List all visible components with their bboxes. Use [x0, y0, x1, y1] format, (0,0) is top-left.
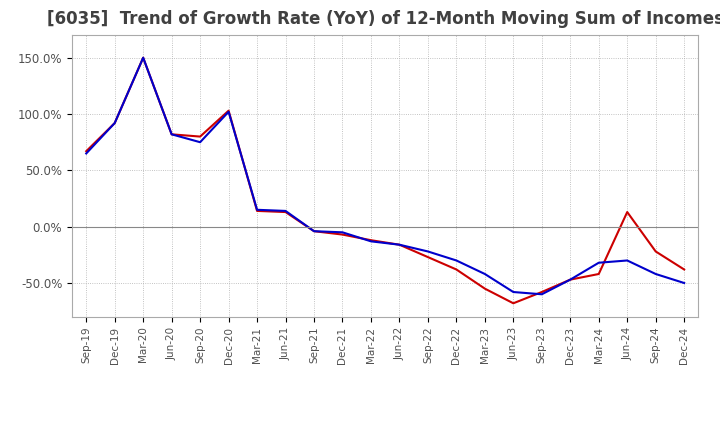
Ordinary Income Growth Rate: [225, 109, 233, 114]
Ordinary Income Growth Rate: [110, 121, 119, 126]
Ordinary Income Growth Rate: [537, 292, 546, 297]
Ordinary Income Growth Rate: [395, 242, 404, 247]
Net Income Growth Rate: [253, 208, 261, 213]
Ordinary Income Growth Rate: [282, 208, 290, 213]
Net Income Growth Rate: [595, 271, 603, 277]
Legend: Ordinary Income Growth Rate, Net Income Growth Rate: Ordinary Income Growth Rate, Net Income …: [172, 435, 598, 440]
Net Income Growth Rate: [395, 242, 404, 247]
Ordinary Income Growth Rate: [452, 258, 461, 263]
Net Income Growth Rate: [366, 238, 375, 243]
Net Income Growth Rate: [652, 249, 660, 254]
Net Income Growth Rate: [423, 254, 432, 260]
Net Income Growth Rate: [82, 149, 91, 154]
Net Income Growth Rate: [338, 232, 347, 237]
Ordinary Income Growth Rate: [509, 290, 518, 295]
Ordinary Income Growth Rate: [310, 228, 318, 234]
Net Income Growth Rate: [110, 121, 119, 126]
Ordinary Income Growth Rate: [680, 280, 688, 286]
Net Income Growth Rate: [225, 108, 233, 114]
Ordinary Income Growth Rate: [623, 258, 631, 263]
Line: Net Income Growth Rate: Net Income Growth Rate: [86, 58, 684, 303]
Ordinary Income Growth Rate: [253, 207, 261, 213]
Ordinary Income Growth Rate: [82, 151, 91, 156]
Title: [6035]  Trend of Growth Rate (YoY) of 12-Month Moving Sum of Incomes: [6035] Trend of Growth Rate (YoY) of 12-…: [47, 10, 720, 28]
Net Income Growth Rate: [680, 267, 688, 272]
Ordinary Income Growth Rate: [338, 230, 347, 235]
Ordinary Income Growth Rate: [366, 238, 375, 244]
Ordinary Income Growth Rate: [139, 55, 148, 60]
Net Income Growth Rate: [566, 277, 575, 282]
Net Income Growth Rate: [196, 134, 204, 139]
Ordinary Income Growth Rate: [566, 277, 575, 282]
Ordinary Income Growth Rate: [480, 271, 489, 277]
Ordinary Income Growth Rate: [652, 271, 660, 277]
Ordinary Income Growth Rate: [196, 139, 204, 145]
Ordinary Income Growth Rate: [595, 260, 603, 265]
Net Income Growth Rate: [537, 290, 546, 295]
Net Income Growth Rate: [167, 132, 176, 137]
Net Income Growth Rate: [282, 209, 290, 215]
Line: Ordinary Income Growth Rate: Ordinary Income Growth Rate: [86, 58, 684, 294]
Net Income Growth Rate: [509, 301, 518, 306]
Net Income Growth Rate: [480, 286, 489, 291]
Net Income Growth Rate: [623, 209, 631, 215]
Net Income Growth Rate: [452, 267, 461, 272]
Ordinary Income Growth Rate: [167, 132, 176, 137]
Ordinary Income Growth Rate: [423, 249, 432, 254]
Net Income Growth Rate: [139, 55, 148, 60]
Net Income Growth Rate: [310, 228, 318, 234]
